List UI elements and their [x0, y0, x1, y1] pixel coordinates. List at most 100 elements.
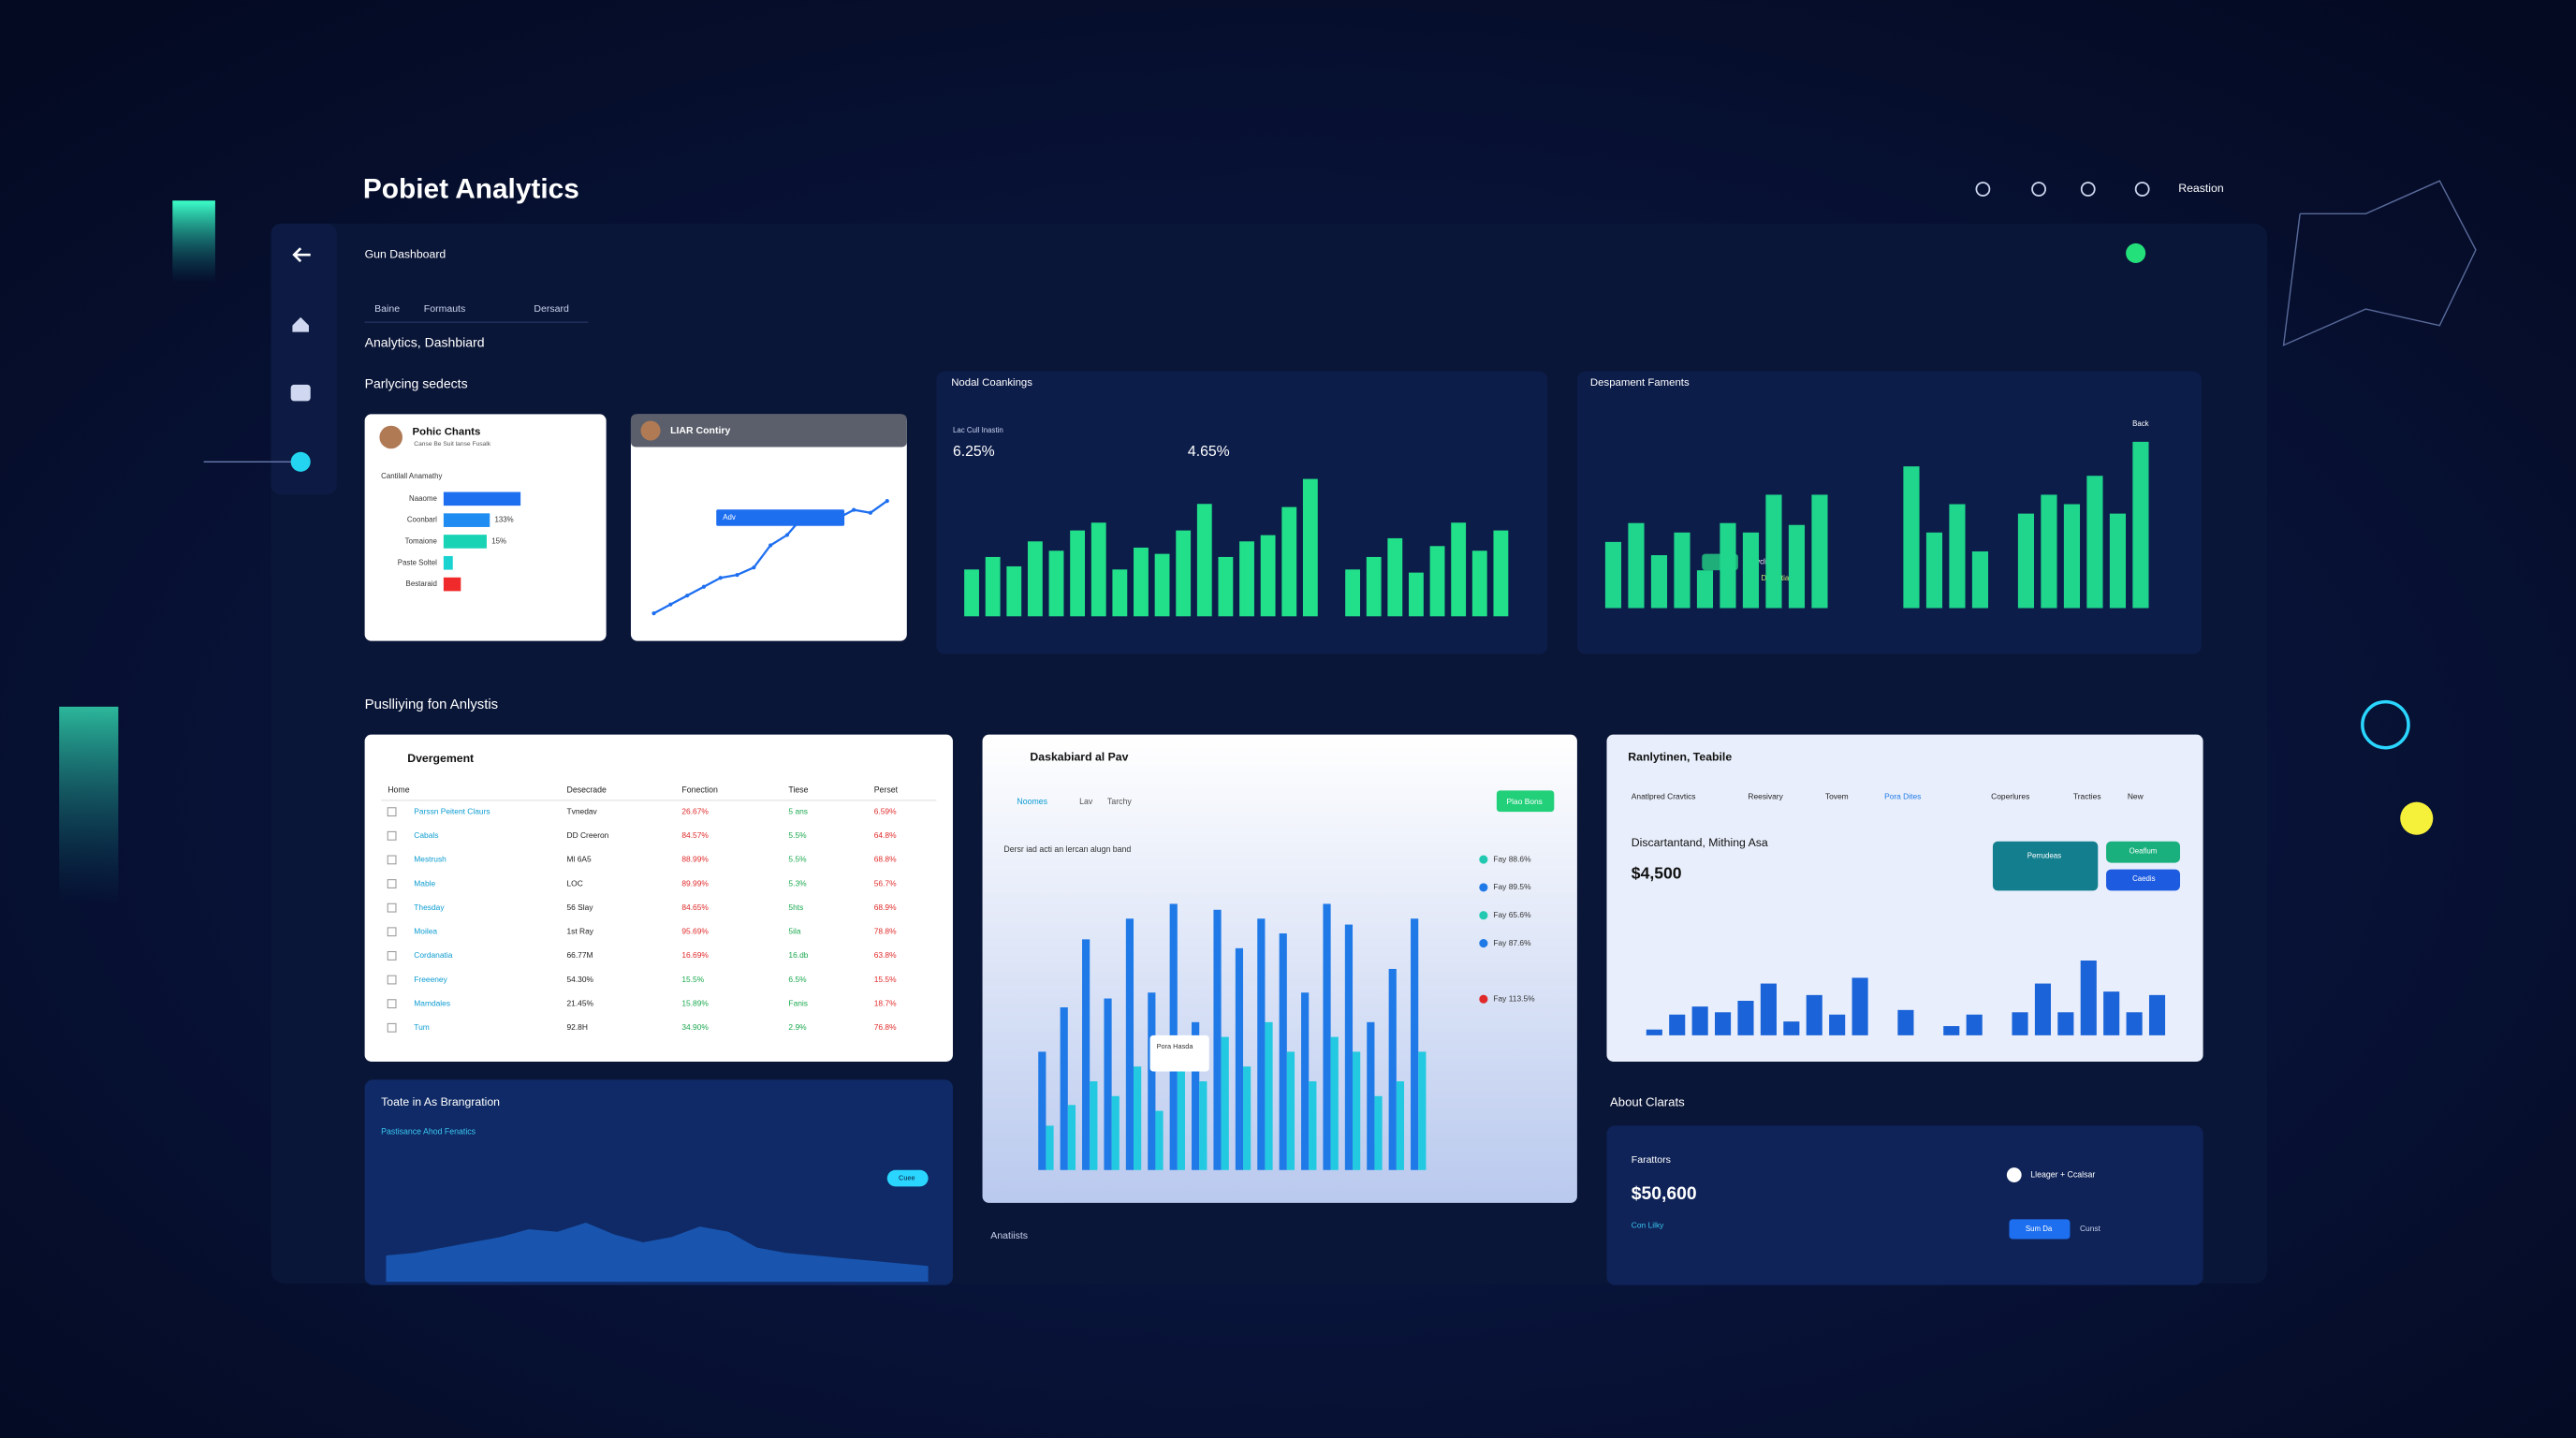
tab[interactable]: Tracties: [2073, 792, 2101, 801]
filter[interactable]: Baine: [374, 303, 400, 315]
button-label[interactable]: Oeaflum: [2130, 846, 2158, 855]
button[interactable]: [2106, 869, 2181, 891]
legend-label: Fay 88.6%: [1493, 854, 1531, 863]
tab[interactable]: Reesivary: [1748, 792, 1783, 801]
chart-subtitle: Dersr iad acti an lercan alugn band: [1003, 844, 1131, 854]
bar: [1451, 522, 1467, 617]
bar: [1366, 556, 1382, 617]
table-cell: 5hts: [788, 902, 803, 912]
tag-label: Adv: [723, 513, 736, 521]
bar: [1239, 541, 1254, 617]
nav-icon[interactable]: [2080, 182, 2096, 197]
bar-label: Naaome: [409, 494, 437, 503]
bar: [1243, 1066, 1251, 1170]
table-cell: 34.90%: [681, 1022, 709, 1032]
legend-label: Fay 89.5%: [1493, 882, 1531, 891]
point: [868, 510, 873, 515]
row-icon: [387, 999, 397, 1009]
nav-icon[interactable]: [1975, 182, 1991, 197]
sidebar[interactable]: [271, 223, 337, 495]
tab[interactable]: Coperlures: [1991, 792, 2029, 801]
status-dot[interactable]: [2126, 242, 2146, 263]
bar: [1949, 504, 1966, 609]
table-cell: 15.89%: [681, 998, 709, 1007]
tab[interactable]: Tarchy: [1107, 797, 1132, 806]
home-icon[interactable]: [292, 316, 309, 332]
table-cell: 15.5%: [681, 975, 704, 984]
bar: [1367, 1021, 1375, 1170]
bar: [1396, 1081, 1405, 1170]
pill[interactable]: [886, 1169, 929, 1187]
bar-label: Coonbarl: [407, 516, 437, 524]
button-label[interactable]: Caedis: [2132, 874, 2156, 883]
tab[interactable]: New: [2128, 792, 2144, 801]
stat: 6.25%: [953, 444, 995, 460]
bar: [1411, 918, 1419, 1170]
button[interactable]: [1992, 841, 2099, 891]
nav-link[interactable]: Reastion: [2178, 182, 2224, 195]
bar: [1344, 924, 1354, 1170]
row-icon: [387, 879, 397, 888]
bar: [1387, 537, 1403, 617]
tab[interactable]: Anatlpred Cravtics: [1632, 792, 1696, 801]
sidebar-dot[interactable]: [290, 451, 311, 472]
button[interactable]: [2106, 841, 2181, 863]
button[interactable]: [2009, 1219, 2071, 1240]
button-label[interactable]: Sum Da: [2026, 1225, 2053, 1233]
radio[interactable]: [2006, 1167, 2022, 1182]
calendar-icon[interactable]: [290, 384, 311, 402]
bar: [1903, 466, 1920, 609]
table-cell: 63.8%: [874, 950, 897, 960]
button[interactable]: Back: [2132, 419, 2149, 428]
table-cell: Mamdales: [414, 998, 450, 1007]
bar: [1154, 553, 1170, 617]
button-label[interactable]: Perrudeas: [2027, 852, 2061, 860]
table-cell: Thesday: [414, 902, 445, 912]
bar: [2126, 1012, 2143, 1035]
pill-label[interactable]: Cuee: [899, 1174, 915, 1182]
filter[interactable]: Formauts: [424, 303, 465, 315]
table-cell: 1st Ray: [567, 927, 594, 936]
table-cell: 21.45%: [567, 998, 594, 1007]
table-cell: 26.67%: [681, 806, 709, 815]
table-cell: Mestrush: [414, 855, 446, 864]
bar: [1067, 1105, 1076, 1170]
bar: [1852, 977, 1868, 1035]
bar: [1218, 556, 1234, 617]
table-cell: 5ila: [788, 927, 800, 936]
filter[interactable]: Dersard: [534, 303, 569, 315]
bar: [964, 569, 979, 617]
table-cell: 89.99%: [681, 878, 709, 888]
table-cell: 5 ans: [788, 806, 808, 815]
link[interactable]: Cunst: [2080, 1224, 2101, 1233]
point: [818, 520, 823, 524]
nav-icon[interactable]: [2134, 182, 2150, 197]
tab[interactable]: Noomes: [1017, 797, 1047, 806]
bar: [1788, 524, 1806, 609]
table-cell: Ml 6A5: [567, 855, 592, 864]
bar: [1811, 494, 1828, 609]
bar: [1650, 555, 1668, 609]
bar: [1471, 550, 1487, 617]
tab[interactable]: Tovem: [1825, 792, 1849, 801]
bar: [2132, 441, 2149, 609]
glow: [59, 706, 119, 904]
bar: [1409, 572, 1424, 617]
button-label[interactable]: Plao Bons: [1507, 797, 1543, 806]
tab[interactable]: Pora Dites: [1884, 792, 1921, 801]
bar: [2063, 504, 2081, 609]
option-label[interactable]: Lleager + Ccalsar: [2030, 1169, 2095, 1179]
bar: [1260, 535, 1276, 617]
bar: [1286, 1051, 1295, 1170]
button[interactable]: [1496, 790, 1555, 813]
back-icon[interactable]: [292, 247, 311, 263]
nav-icon[interactable]: [2031, 182, 2046, 197]
bar: [443, 577, 461, 592]
bar: [1048, 550, 1064, 617]
point: [852, 507, 856, 512]
page-title: Analytics, Dashbiard: [365, 335, 485, 350]
tab[interactable]: Lav: [1079, 797, 1093, 806]
bar: [1104, 998, 1112, 1170]
bar-label: Bestaraid: [406, 580, 437, 588]
